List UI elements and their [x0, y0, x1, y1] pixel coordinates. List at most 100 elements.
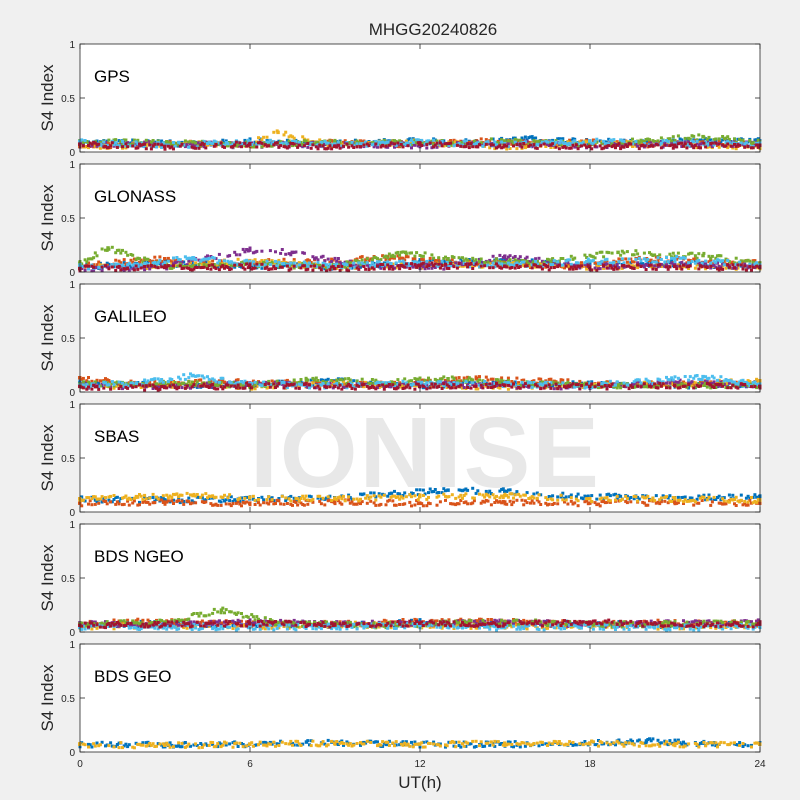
trace-marker	[255, 262, 259, 266]
trace-marker	[731, 263, 735, 267]
trace-marker	[319, 268, 323, 272]
trace-marker	[330, 384, 334, 388]
trace-marker	[95, 263, 99, 267]
trace-marker	[197, 383, 201, 386]
trace-marker	[376, 386, 379, 390]
trace-marker	[141, 262, 145, 266]
trace-marker	[581, 140, 585, 144]
trace-marker	[401, 256, 405, 260]
trace-marker	[394, 261, 398, 265]
trace-marker	[326, 145, 330, 149]
trace-marker	[571, 380, 575, 384]
trace-marker	[238, 383, 242, 386]
trace-marker	[523, 135, 527, 139]
trace-marker	[296, 142, 300, 146]
trace-marker	[219, 265, 223, 269]
trace-marker	[561, 137, 565, 141]
trace-marker	[634, 140, 638, 143]
trace-marker	[748, 144, 752, 148]
trace-marker	[557, 259, 561, 263]
trace-marker	[561, 257, 565, 260]
trace-marker	[365, 144, 369, 148]
trace-marker	[115, 145, 119, 149]
trace-marker	[386, 145, 390, 149]
trace-marker	[345, 142, 349, 146]
trace-marker	[534, 265, 538, 269]
trace-marker	[411, 138, 415, 142]
trace-marker	[376, 264, 379, 268]
trace-marker	[461, 264, 464, 268]
trace-marker	[714, 256, 718, 260]
trace-marker	[612, 260, 616, 264]
trace-marker	[376, 257, 379, 261]
trace-marker	[325, 141, 328, 145]
trace-marker	[459, 257, 463, 261]
trace-marker	[263, 381, 267, 384]
trace-marker	[483, 264, 487, 268]
trace-marker	[515, 376, 519, 380]
trace-marker	[665, 260, 668, 264]
trace-marker	[540, 264, 544, 268]
trace-marker	[178, 260, 182, 264]
trace-marker	[741, 138, 745, 142]
trace-marker	[438, 141, 442, 145]
trace-marker	[347, 260, 351, 264]
trace-marker	[155, 382, 158, 386]
trace-marker	[311, 143, 315, 147]
trace-marker	[755, 264, 759, 268]
trace-marker	[535, 146, 539, 150]
trace-marker	[166, 141, 170, 145]
trace-marker	[546, 265, 549, 268]
trace-marker	[257, 141, 260, 145]
trace-marker	[161, 141, 165, 145]
trace-marker	[484, 138, 488, 142]
trace-marker	[476, 387, 480, 391]
trace-marker	[571, 257, 575, 261]
trace-marker	[139, 143, 143, 147]
trace-marker	[432, 145, 436, 149]
trace-marker	[472, 381, 476, 385]
trace-marker	[717, 145, 721, 149]
trace-marker	[568, 146, 572, 150]
trace-marker	[343, 265, 347, 269]
trace-marker	[285, 378, 289, 382]
trace-marker	[493, 263, 497, 267]
trace-marker	[712, 259, 716, 263]
trace-marker	[683, 262, 687, 266]
trace-marker	[104, 248, 107, 252]
data-point	[588, 259, 592, 263]
trace-marker	[88, 144, 92, 148]
trace-marker	[631, 383, 634, 386]
trace-marker	[246, 249, 250, 253]
trace-marker	[440, 264, 444, 267]
trace-marker	[190, 380, 194, 384]
trace-marker	[124, 267, 128, 271]
trace-marker	[119, 264, 123, 268]
trace-marker	[231, 261, 235, 265]
trace-marker	[119, 261, 123, 265]
trace-marker	[311, 381, 315, 385]
trace-marker	[274, 141, 277, 145]
trace-marker	[585, 138, 589, 142]
trace-marker	[481, 383, 485, 386]
trace-marker	[367, 265, 371, 269]
trace-marker	[481, 263, 485, 267]
trace-marker	[688, 137, 692, 141]
trace-marker	[253, 140, 257, 144]
trace-marker	[547, 377, 551, 381]
trace-marker	[119, 380, 123, 384]
trace-marker	[377, 260, 381, 264]
trace-marker	[175, 383, 179, 386]
trace-marker	[95, 378, 99, 382]
trace-marker	[712, 143, 716, 147]
trace-marker	[450, 258, 454, 262]
trace-marker	[705, 145, 709, 149]
trace-marker	[472, 261, 476, 265]
trace-marker	[518, 144, 522, 148]
trace-marker	[576, 144, 580, 148]
trace-marker	[478, 258, 481, 262]
trace-marker	[139, 258, 143, 262]
trace-marker	[721, 143, 725, 147]
trace-marker	[729, 261, 733, 265]
trace-marker	[666, 267, 670, 271]
